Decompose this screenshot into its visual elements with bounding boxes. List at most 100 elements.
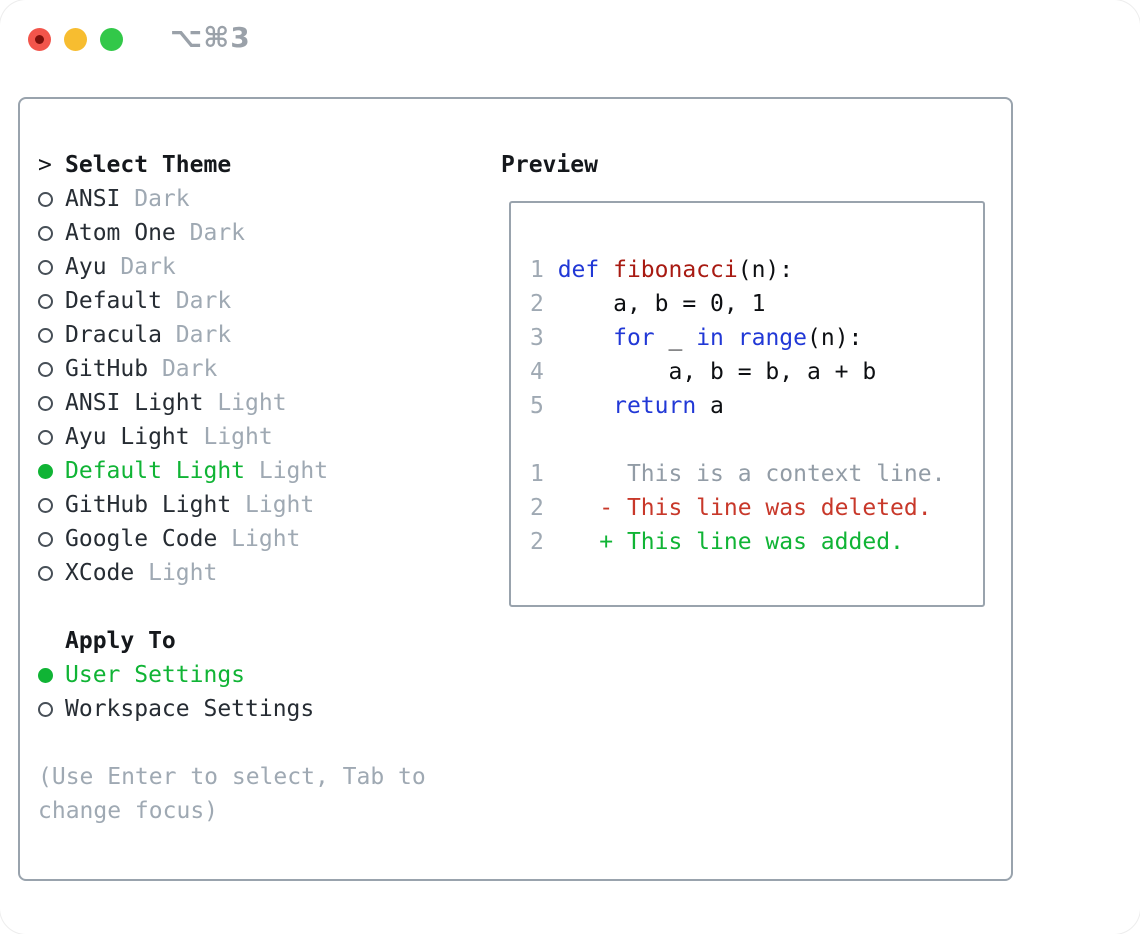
option-variant: Light <box>203 424 273 450</box>
radio-selected-icon <box>38 463 53 479</box>
record-dot-icon <box>35 35 44 44</box>
line-content: + This line was added. <box>557 529 904 555</box>
theme-option-google-code[interactable]: Google Code Light <box>38 522 458 556</box>
theme-option-atom-one[interactable]: Atom One Dark <box>38 216 458 250</box>
option-label: GitHub <box>65 356 149 382</box>
radio-icon <box>38 429 53 445</box>
spacer <box>38 726 458 760</box>
theme-option-github[interactable]: GitHub Dark <box>38 352 458 386</box>
apply-option-user-settings[interactable]: User Settings <box>38 658 458 692</box>
line-number: 5 <box>530 393 544 419</box>
line-content: a, b = b, a + b <box>557 359 877 385</box>
option-label: XCode <box>65 560 135 586</box>
line-content: for _ in range(n): <box>613 325 863 351</box>
line-number: 4 <box>530 359 544 385</box>
option-label: Ayu Light <box>65 424 190 450</box>
radio-icon <box>38 361 53 377</box>
theme-option-xcode[interactable]: XCode Light <box>38 556 458 590</box>
option-label: ANSI <box>65 186 121 212</box>
apply-to-header: Apply To <box>38 624 458 658</box>
theme-option-ayu-light[interactable]: Ayu Light Light <box>38 420 458 454</box>
theme-option-github-light[interactable]: GitHub Light Light <box>38 488 458 522</box>
code-line: 3 for _ in range(n): <box>530 321 983 355</box>
radio-icon <box>38 191 53 207</box>
theme-picker-panel: > Select Theme ANSI Dark Atom One Dark Ayu Da… <box>18 97 1013 881</box>
option-variant: Dark <box>175 322 232 348</box>
zoom-button[interactable] <box>100 28 123 51</box>
radio-icon <box>38 259 53 275</box>
option-label: Ayu <box>65 254 107 280</box>
theme-option-default-light[interactable]: Default Light Light <box>38 454 458 488</box>
theme-list-section: > Select Theme ANSI Dark Atom One Dark Ayu Da… <box>38 148 458 828</box>
line-number: 1 <box>530 461 544 487</box>
line-number: 2 <box>530 529 544 555</box>
preview-title: Preview <box>501 152 598 178</box>
line-content: a, b = 0, 1 <box>557 291 766 317</box>
option-label: Dracula <box>65 322 162 348</box>
option-variant: Light <box>258 458 329 484</box>
line-number: 3 <box>530 325 544 351</box>
window-shortcut-label: ⌥⌘3 <box>170 21 251 54</box>
option-variant: Light <box>148 560 218 586</box>
radio-icon <box>38 395 53 411</box>
diff-line: 2 - This line was deleted. <box>530 491 983 525</box>
option-variant: Dark <box>134 186 190 212</box>
line-content: - This line was deleted. <box>557 495 932 521</box>
radio-icon <box>38 531 53 547</box>
theme-option-ansi[interactable]: ANSI Dark <box>38 182 458 216</box>
line-content: def fibonacci(n): <box>557 257 794 283</box>
theme-list-title: Select Theme <box>65 152 232 178</box>
apply-to-list: User Settings Workspace Settings <box>38 658 458 726</box>
option-variant: Light <box>231 526 301 552</box>
radio-icon <box>38 565 53 581</box>
option-variant: Light <box>217 390 287 416</box>
minimize-button[interactable] <box>64 28 87 51</box>
radio-selected-icon <box>38 667 53 683</box>
close-button[interactable] <box>28 28 51 51</box>
line-number: 2 <box>530 495 544 521</box>
line-content: return a <box>613 393 724 419</box>
option-label: ANSI Light <box>65 390 204 416</box>
theme-option-default[interactable]: Default Dark <box>38 284 458 318</box>
option-label: Default <box>65 288 162 314</box>
option-label: Workspace Settings <box>65 696 315 722</box>
code-line: 1 def fibonacci(n): <box>530 253 983 287</box>
blank-line <box>530 423 983 457</box>
radio-icon <box>38 701 53 717</box>
diff-line: 2 + This line was added. <box>530 525 983 559</box>
option-variant: Light <box>245 492 315 518</box>
spacer <box>38 590 458 624</box>
theme-list: ANSI Dark Atom One Dark Ayu Dark Default Dark Dr… <box>38 182 458 590</box>
code-line: 4 a, b = b, a + b <box>530 355 983 389</box>
theme-option-ayu[interactable]: Ayu Dark <box>38 250 458 284</box>
option-variant: Dark <box>189 220 246 246</box>
hint-text: (Use Enter to select, Tab to change focu… <box>38 764 426 824</box>
option-label: Atom One <box>65 220 176 246</box>
radio-icon <box>38 225 53 241</box>
theme-option-ansi-light[interactable]: ANSI Light Light <box>38 386 458 420</box>
code-line: 5 return a <box>530 389 983 423</box>
option-label: GitHub Light <box>65 492 232 518</box>
option-label: User Settings <box>65 662 246 688</box>
line-content: This is a context line. <box>557 461 946 487</box>
theme-option-dracula[interactable]: Dracula Dark <box>38 318 458 352</box>
theme-list-header: > Select Theme <box>38 148 458 182</box>
apply-to-title: Apply To <box>65 628 176 654</box>
prompt-icon: > <box>38 152 52 178</box>
option-label: Default Light <box>65 458 246 484</box>
radio-icon <box>38 293 53 309</box>
radio-icon <box>38 497 53 513</box>
option-variant: Dark <box>120 254 176 280</box>
line-number: 1 <box>530 257 544 283</box>
radio-icon <box>38 327 53 343</box>
diff-line: 1 This is a context line. <box>530 457 983 491</box>
line-number: 2 <box>530 291 544 317</box>
option-variant: Dark <box>161 356 218 382</box>
apply-option-workspace-settings[interactable]: Workspace Settings <box>38 692 458 726</box>
code-line: 2 a, b = 0, 1 <box>530 287 983 321</box>
option-variant: Dark <box>175 288 232 314</box>
option-label: Google Code <box>65 526 218 552</box>
